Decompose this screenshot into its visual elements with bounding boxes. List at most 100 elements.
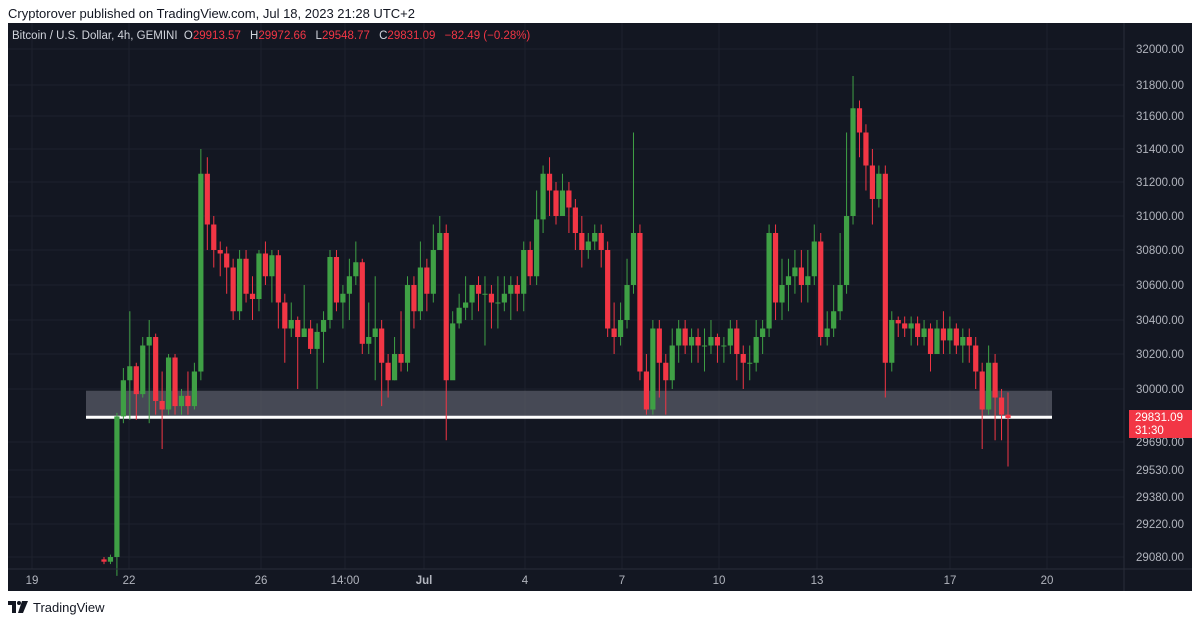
candle (779, 258, 785, 320)
candle-body (947, 328, 953, 341)
candle-body (850, 108, 856, 216)
candle (353, 241, 359, 285)
candle-body (915, 323, 921, 337)
candle (546, 157, 553, 216)
candle-body (237, 258, 243, 312)
candle-body (391, 354, 398, 381)
candle (940, 311, 947, 354)
candle (566, 182, 572, 233)
candle (863, 124, 869, 191)
candle-body (843, 216, 850, 285)
candle-body (153, 337, 159, 401)
candle (921, 320, 927, 346)
candle-body (159, 400, 165, 410)
candle (772, 224, 779, 320)
candle (766, 224, 772, 337)
candle (579, 216, 585, 268)
candle-body (966, 337, 972, 346)
time-tick-label: 26 (255, 575, 268, 587)
candle-body (960, 337, 966, 346)
legend-low: 29548.77 (321, 30, 370, 42)
candle (198, 149, 204, 381)
candle (979, 362, 985, 449)
price-tick-label: 30400.00 (1136, 315, 1184, 327)
candle (559, 173, 566, 216)
candle-body (243, 258, 249, 294)
candle-body (824, 328, 830, 337)
candlestick-chart[interactable]: 32000.00 31800.00 31600.00 31400.00 31200.00… (8, 23, 1192, 591)
candle-body (630, 233, 637, 285)
candle (437, 216, 443, 250)
candle-body (863, 132, 869, 166)
candle-body (585, 241, 591, 250)
candle-body (501, 293, 507, 303)
legend-low-label: L (315, 30, 322, 42)
legend-open: 29913.57 (192, 30, 241, 42)
candle (366, 302, 372, 354)
candle (488, 285, 495, 329)
candle-body (818, 241, 824, 337)
candle-body (695, 337, 701, 346)
candle (282, 293, 288, 363)
candle-body (546, 173, 553, 191)
candle-body (998, 397, 1005, 415)
candle (391, 337, 398, 381)
bar-countdown: 31:30 (1135, 425, 1164, 437)
candle (624, 258, 630, 329)
candle-body (288, 320, 294, 329)
candle-body (262, 253, 269, 277)
candle (605, 241, 611, 337)
candle-body (217, 250, 223, 254)
candle (805, 250, 811, 303)
candle (637, 224, 643, 381)
candle (501, 276, 507, 312)
candle-body (198, 173, 204, 372)
candle-body (889, 320, 895, 363)
candle-body (979, 371, 985, 410)
candle (695, 328, 701, 363)
candle-body (534, 219, 540, 277)
candle-body (701, 345, 708, 347)
legend-close: 29831.09 (387, 30, 436, 42)
candle-body (734, 328, 740, 354)
candle (882, 165, 888, 398)
candles (101, 76, 1011, 576)
price-tick-label: 29220.00 (1136, 519, 1184, 531)
candle (249, 276, 256, 320)
candle-body (211, 224, 217, 250)
candle (676, 320, 682, 363)
candle-body (372, 328, 378, 337)
candle (643, 354, 649, 415)
candle (902, 316, 908, 337)
candle-body (785, 276, 792, 285)
candle-body (895, 320, 901, 324)
candle-body (359, 262, 365, 344)
candle-body (837, 285, 843, 312)
candle (934, 320, 940, 354)
support-zone-rect (86, 390, 1052, 419)
candle (127, 311, 133, 420)
candle (172, 354, 178, 415)
candle (611, 302, 617, 354)
candle (760, 320, 766, 354)
price-tick-label: 31200.00 (1136, 177, 1184, 189)
candle (856, 100, 863, 158)
candle (669, 328, 675, 389)
candle (960, 328, 966, 363)
candle (204, 157, 210, 250)
candle (876, 165, 882, 208)
candle (927, 323, 934, 372)
candle (385, 354, 391, 398)
candle-body (798, 267, 804, 285)
candle-body (689, 337, 695, 346)
candle-body (127, 366, 133, 381)
candle-body (540, 173, 546, 220)
candle-body (475, 285, 482, 294)
candle (379, 320, 385, 407)
candle-body (308, 328, 314, 349)
price-tick-label: 30600.00 (1136, 280, 1184, 292)
candle-body (747, 362, 753, 364)
chart-pane[interactable]: 32000.00 31800.00 31600.00 31400.00 31200.00… (8, 23, 1192, 591)
legend-high: 29972.66 (258, 30, 307, 42)
candle (656, 320, 662, 398)
